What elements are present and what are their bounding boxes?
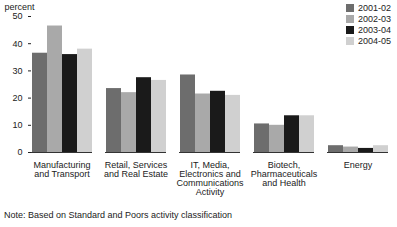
html-text:2002-03: 2002-03 [358,13,391,24]
svg-text:20: 20 [12,93,22,103]
svg-text:30: 30 [12,66,22,76]
html-text:2003-04: 2003-04 [358,24,391,35]
svg-text:0: 0 [17,147,22,157]
svg-text:Retail, Servicesand Real Estat: Retail, Servicesand Real Estate [104,160,168,179]
svg-text:Energy: Energy [344,160,373,170]
svg-text:Biotech,Pharmaceuticalsand Hea: Biotech,Pharmaceuticalsand Health [251,160,318,188]
html-text:2001-02: 2001-02 [358,2,391,13]
svg-text:percent: percent [5,2,36,12]
html-text:Note: Based on Standard and Po: Note: Based on Standard and Poors activi… [4,210,233,220]
svg-text:IT, Media,Electronics andCommu: IT, Media,Electronics andCommunicationsA… [176,160,244,197]
svg-text:40: 40 [12,39,22,49]
svg-text:50: 50 [12,11,22,21]
svg-text:10: 10 [12,120,22,130]
html-text:2004-05: 2004-05 [358,35,391,46]
svg-text:Manufacturingand Transport: Manufacturingand Transport [33,160,90,179]
